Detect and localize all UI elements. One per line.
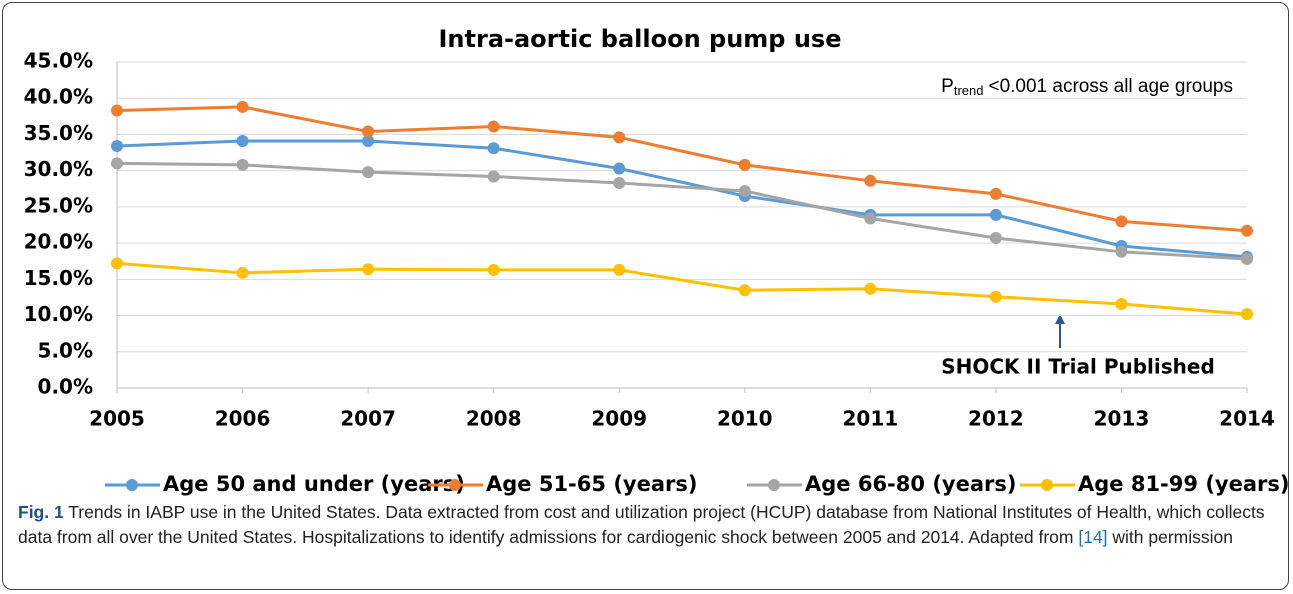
data-point [1115, 297, 1128, 310]
y-tick-label: 20.0% [24, 230, 93, 254]
data-point [1115, 245, 1128, 258]
y-tick-label: 10.0% [24, 302, 93, 326]
data-point [111, 140, 123, 153]
series-line [116, 139, 1248, 259]
data-point [487, 142, 500, 155]
legend-marker [768, 479, 780, 491]
y-tick-label: 45.0% [24, 49, 93, 73]
legend-marker [1041, 479, 1053, 491]
y-tick-label: 40.0% [24, 85, 93, 109]
data-point [613, 176, 626, 189]
legend-label: Age 50 and under (years) [163, 472, 465, 496]
annotation: Ptrend <0.001 across all age groups [941, 76, 1233, 98]
y-tick-label: 5.0% [38, 338, 93, 362]
data-point [738, 158, 751, 171]
data-point [989, 208, 1002, 221]
data-point [738, 284, 751, 297]
data-point [1115, 215, 1128, 228]
legend-marker [449, 479, 461, 491]
data-point [1241, 224, 1253, 237]
chart-title: Intra-aortic balloon pump use [439, 25, 842, 53]
x-tick-label: 2009 [591, 407, 647, 431]
event-arrow-head [1055, 314, 1065, 324]
x-tick-label: 2008 [466, 407, 522, 431]
x-tick-label: 2012 [968, 407, 1024, 431]
data-point [487, 170, 500, 183]
y-tick-label: 35.0% [24, 121, 93, 145]
data-point [613, 131, 626, 144]
caption-end: with permission [1107, 527, 1234, 547]
caption-text: Trends in IABP use in the United States.… [18, 502, 1265, 547]
series-line [116, 105, 1248, 233]
y-tick-label: 25.0% [24, 193, 93, 217]
caption: Fig. 1 Trends in IABP use in the United … [18, 500, 1278, 550]
data-point [613, 162, 626, 175]
caption-label: Fig. 1 [18, 502, 64, 522]
data-point [236, 134, 249, 147]
annotation-main: P [941, 76, 954, 97]
x-tick-label: 2011 [842, 407, 898, 431]
x-tick-label: 2007 [340, 407, 396, 431]
x-tick-label: 2010 [717, 407, 773, 431]
data-point [864, 212, 877, 225]
series-line [116, 261, 1248, 316]
data-point [236, 158, 249, 171]
x-tick-label: 2014 [1219, 407, 1275, 431]
caption-ref: [14] [1078, 527, 1108, 547]
y-tick-label: 15.0% [24, 266, 93, 290]
data-point [487, 263, 500, 276]
data-point [989, 187, 1002, 200]
annotation-sub: trend [954, 83, 984, 98]
series-line [116, 161, 1248, 261]
x-tick-label: 2013 [1094, 407, 1150, 431]
event-label: SHOCK II Trial Published [941, 355, 1215, 379]
x-tick-label: 2006 [215, 407, 271, 431]
y-tick-label: 0.0% [38, 375, 93, 399]
data-point [362, 134, 375, 147]
legend-marker [126, 479, 138, 491]
x-tick-label: 2005 [89, 407, 145, 431]
data-point [864, 282, 877, 295]
data-point [111, 104, 123, 117]
data-point [362, 125, 375, 138]
y-tick-label: 30.0% [24, 157, 93, 181]
data-point [1241, 308, 1253, 321]
data-point [738, 184, 751, 197]
data-point [236, 100, 249, 113]
legend-label: Age 51-65 (years) [486, 472, 697, 496]
data-point [111, 257, 123, 270]
data-point [362, 263, 375, 276]
data-point [864, 174, 877, 187]
data-point [1241, 253, 1253, 266]
data-point [236, 266, 249, 279]
chart: Intra-aortic balloon pump use Ptrend <0.0… [24, 25, 1290, 496]
data-point [989, 232, 1002, 245]
data-point [487, 120, 500, 133]
legend-label: Age 66-80 (years) [805, 472, 1016, 496]
data-point [111, 157, 123, 170]
data-point [362, 166, 375, 179]
annotation-rest: <0.001 across all age groups [988, 76, 1233, 97]
legend-label: Age 81-99 (years) [1078, 472, 1289, 496]
data-point [989, 290, 1002, 303]
data-point [613, 263, 626, 276]
